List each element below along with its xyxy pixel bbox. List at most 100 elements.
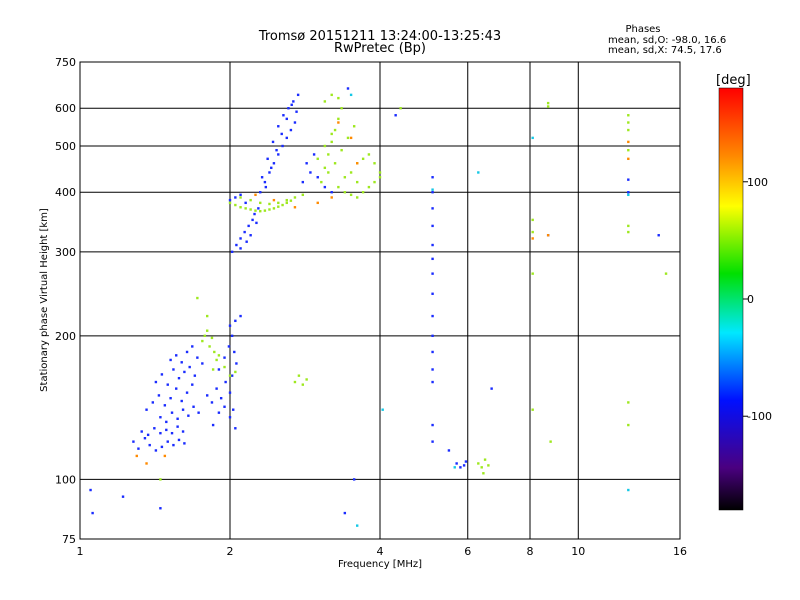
data-point (343, 176, 347, 179)
data-point (373, 180, 376, 184)
data-point (140, 430, 143, 433)
data-point (275, 148, 278, 152)
data-point (159, 431, 162, 435)
data-point (305, 378, 308, 381)
data-point (343, 511, 347, 515)
data-point (277, 201, 280, 205)
data-point (477, 462, 480, 465)
data-point (157, 394, 161, 397)
data-point (163, 404, 167, 407)
data-point (431, 423, 434, 427)
data-point (91, 511, 94, 515)
data-point (431, 380, 434, 384)
data-point (323, 185, 327, 189)
data-point (165, 428, 168, 432)
y-tick-label: 100 (55, 473, 76, 486)
x-axis-ticks: 1 2 4 6 8 10 16 (77, 545, 688, 558)
data-point (330, 196, 333, 199)
x-tick-label: 4 (377, 545, 384, 558)
data-point (285, 198, 288, 202)
data-point (227, 345, 231, 348)
data-point (459, 466, 462, 469)
data-point (166, 440, 169, 443)
data-point (143, 437, 147, 440)
data-point (185, 391, 189, 394)
data-point (480, 466, 483, 469)
data-point (316, 157, 319, 161)
data-point (327, 171, 330, 174)
data-point (337, 121, 340, 124)
data-point (367, 153, 371, 156)
data-point (175, 387, 178, 390)
data-point (431, 440, 434, 443)
data-point (172, 443, 175, 447)
data-point (316, 176, 319, 179)
data-point (230, 334, 234, 338)
data-point (346, 87, 350, 90)
data-point (239, 314, 242, 318)
data-point (234, 203, 237, 207)
data-point (431, 368, 434, 371)
data-point (257, 207, 260, 210)
data-point (230, 250, 234, 254)
data-point (627, 140, 630, 144)
data-point (281, 203, 284, 207)
data-point (431, 292, 434, 295)
y-tick-label: 750 (55, 56, 76, 69)
data-point (546, 101, 550, 105)
data-point (546, 105, 550, 108)
data-point (228, 374, 232, 377)
data-point (337, 117, 340, 121)
data-point (253, 212, 256, 216)
data-point (191, 383, 194, 386)
data-point (153, 427, 156, 430)
data-point (627, 157, 630, 161)
data-point (361, 191, 365, 194)
data-point (627, 178, 630, 181)
data-point (239, 237, 242, 240)
data-point (272, 198, 276, 202)
data-point (447, 449, 451, 452)
data-point (205, 314, 209, 318)
data-point (431, 191, 434, 194)
data-point (301, 383, 305, 386)
data-point (208, 345, 211, 348)
data-point (228, 324, 232, 327)
info-line-x: mean, sd,X: 74.5, 17.6 (608, 45, 722, 56)
data-point (235, 243, 238, 247)
data-point (355, 180, 359, 184)
chart-subtitle: RwPretec (Bp) (334, 41, 426, 56)
data-point (169, 396, 172, 400)
data-point (333, 128, 337, 132)
x-axis-label: Frequency [MHz] (338, 559, 422, 570)
data-point (266, 157, 269, 161)
data-point (355, 162, 359, 165)
data-point (355, 524, 359, 527)
data-point (627, 401, 630, 404)
data-point (327, 153, 330, 156)
data-point (277, 125, 280, 128)
x-tick-label: 16 (673, 545, 687, 558)
data-point (176, 425, 179, 428)
data-point (247, 224, 250, 228)
y-axis-label: Stationary phase Virtual Height [km] (39, 208, 50, 392)
data-point (268, 208, 271, 211)
data-point (175, 354, 178, 357)
data-point (381, 408, 384, 411)
data-point (249, 208, 252, 211)
data-point (234, 427, 237, 430)
data-point (183, 442, 186, 445)
data-point (349, 193, 353, 197)
data-point (263, 180, 267, 184)
data-point (280, 132, 283, 136)
data-point (361, 157, 365, 161)
data-point (333, 162, 337, 165)
data-point (277, 153, 280, 156)
y-tick-label: 75 (62, 533, 76, 546)
data-point (166, 383, 169, 386)
data-point (281, 144, 284, 148)
data-point (243, 230, 246, 234)
data-point (301, 180, 305, 184)
data-point (431, 334, 434, 338)
info-line-o: mean, sd,O: -98.0, 16.6 (608, 35, 726, 46)
